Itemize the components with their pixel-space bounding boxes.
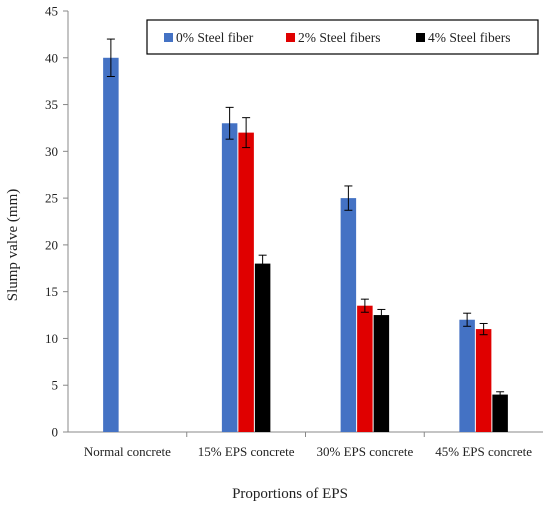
legend-label: 4% Steel fibers xyxy=(428,30,510,45)
bar xyxy=(238,132,254,432)
legend-label: 2% Steel fibers xyxy=(298,30,380,45)
legend-swatch xyxy=(416,33,425,42)
bar xyxy=(254,263,271,432)
bars xyxy=(103,57,508,433)
error-bars xyxy=(106,38,505,398)
legend-swatch xyxy=(286,33,295,42)
x-axis-title: Proportions of EPS xyxy=(232,486,348,502)
x-tick-label: Normal concrete xyxy=(84,444,171,459)
y-tick-label: 40 xyxy=(45,50,58,65)
y-axis: 0 5 10 15 20 25 30 35 40 45 xyxy=(45,4,69,440)
bar xyxy=(103,57,119,433)
bar xyxy=(459,319,475,432)
y-tick-label: 35 xyxy=(45,97,58,112)
y-tick-label: 10 xyxy=(45,331,58,346)
bar xyxy=(221,123,238,433)
bar xyxy=(373,315,390,432)
bar xyxy=(475,329,492,432)
y-tick-label: 0 xyxy=(52,425,59,440)
x-axis: Normal concrete 15% EPS concrete 30% EPS c… xyxy=(68,431,543,459)
bar xyxy=(340,198,357,432)
y-tick-label: 45 xyxy=(45,4,58,19)
x-tick-label: 15% EPS concrete xyxy=(198,444,295,459)
legend-swatch xyxy=(164,33,173,42)
y-tick-label: 25 xyxy=(45,191,58,206)
bar xyxy=(357,305,373,432)
y-axis-title: Slump valve (mm) xyxy=(5,189,21,302)
y-tick-label: 30 xyxy=(45,144,58,159)
legend: 0% Steel fiber 2% Steel fibers 4% Steel fi… xyxy=(146,19,539,55)
legend-label: 0% Steel fiber xyxy=(176,30,254,45)
y-tick-label: 5 xyxy=(52,378,59,393)
legend-box xyxy=(146,19,539,55)
bar xyxy=(492,394,508,432)
x-tick-label: 45% EPS concrete xyxy=(435,444,532,459)
y-tick-label: 15 xyxy=(45,284,58,299)
y-tick-label: 20 xyxy=(45,237,58,252)
x-tick-label: 30% EPS concrete xyxy=(316,444,413,459)
